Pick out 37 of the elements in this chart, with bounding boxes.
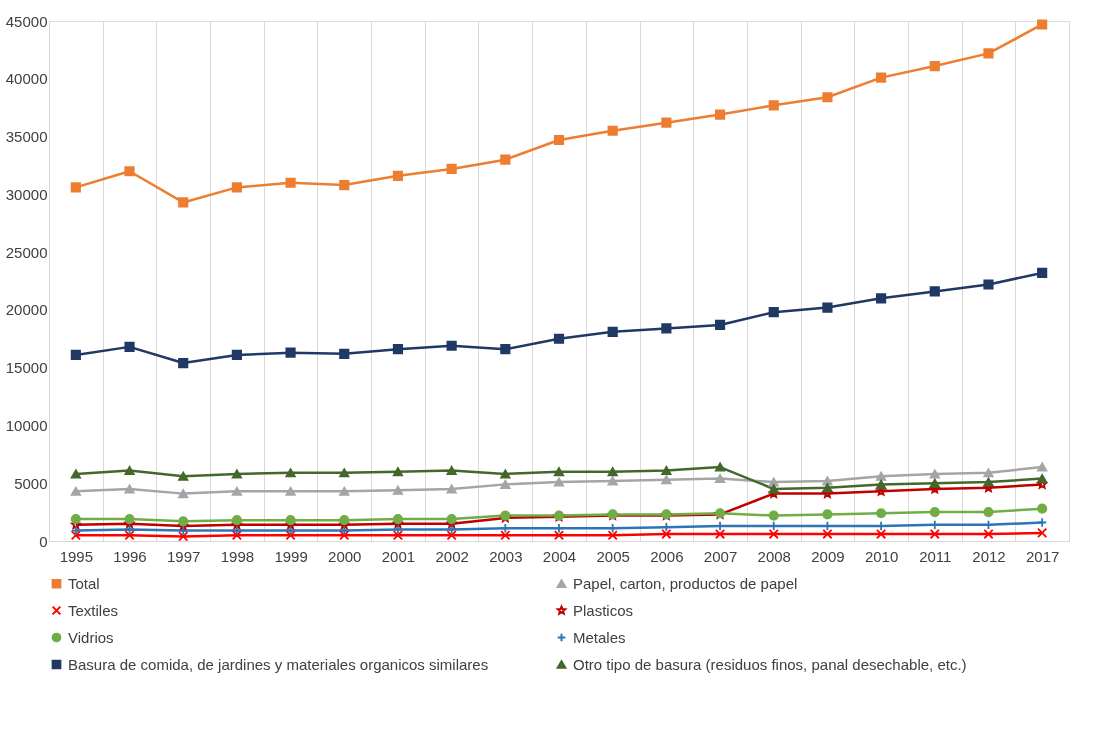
x-tick-label: 2003	[489, 547, 523, 565]
x-tick-label: 2010	[864, 547, 899, 565]
legend-label: Plasticos	[573, 601, 634, 619]
legend-label: Basura de comida, de jardines y materiales organicos similares	[68, 655, 489, 673]
legend-label: Papel, carton, productos de papel	[573, 574, 798, 592]
x-tick-label: 2009	[811, 547, 845, 565]
legend-label: Vidrios	[68, 628, 114, 646]
y-tick-label: 5000	[14, 474, 48, 492]
x-tick-label: 2011	[919, 547, 952, 565]
x-tick-label: 1995	[59, 547, 94, 565]
legend-label: Metales	[573, 628, 626, 646]
y-tick-label: 20000	[5, 301, 48, 319]
x-tick-label: 2001	[381, 547, 416, 565]
x-tick-label: 1997	[167, 547, 201, 565]
x-tick-label: 1996	[113, 547, 147, 565]
y-tick-label: 10000	[5, 416, 48, 434]
y-tick-label: 25000	[5, 243, 48, 261]
y-tick-label: 40000	[5, 70, 48, 88]
y-tick-label: 15000	[5, 359, 48, 377]
x-tick-label: 2006	[650, 547, 684, 565]
y-tick-label: 45000	[5, 12, 48, 30]
y-tick-label: 0	[39, 532, 48, 550]
x-tick-label: 2002	[435, 547, 469, 565]
legend-label: Textiles	[68, 601, 119, 619]
x-tick-label: 1998	[220, 547, 255, 565]
x-tick-label: 2017	[1025, 547, 1060, 565]
x-tick-label: 2007	[703, 547, 738, 565]
x-tick-label: 2012	[972, 547, 1006, 565]
legend-label: Total	[68, 574, 100, 592]
x-tick-label: 1999	[274, 547, 308, 565]
x-tick-label: 2008	[757, 547, 791, 565]
x-tick-label: 2004	[542, 547, 577, 565]
y-tick-label: 30000	[5, 185, 48, 203]
legend-label: Otro tipo de basura (residuos finos, panal desechable, etc.)	[573, 655, 967, 673]
y-tick-label: 35000	[5, 128, 48, 146]
x-tick-label: 2005	[596, 547, 630, 565]
x-tick-label: 2000	[328, 547, 362, 565]
